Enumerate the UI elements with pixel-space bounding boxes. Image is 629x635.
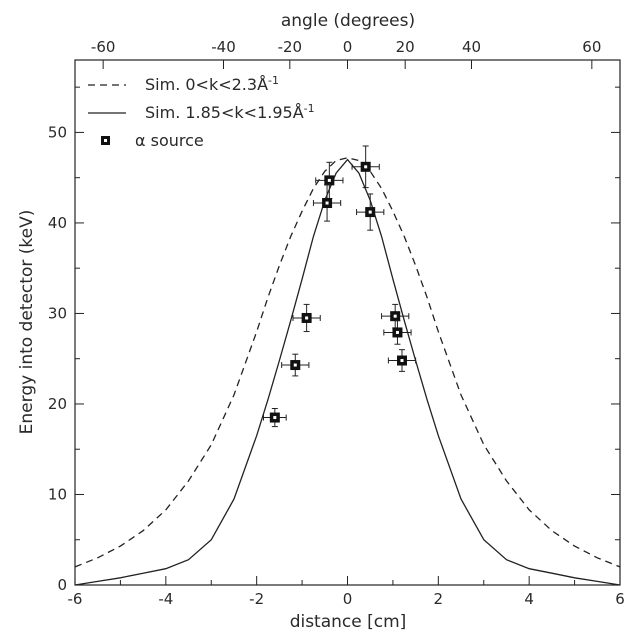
y-tick-label: 40 xyxy=(48,214,67,232)
marker-center xyxy=(293,363,297,367)
alpha-source-point xyxy=(292,303,321,333)
legend-label: α source xyxy=(135,131,204,150)
top-tick-label: 20 xyxy=(396,38,415,56)
top-tick-label: 0 xyxy=(343,38,353,56)
legend-swatch-marker-center xyxy=(104,139,107,142)
curves-layer xyxy=(74,157,621,586)
alpha-source-point xyxy=(312,184,342,222)
marker-center xyxy=(305,316,309,320)
x-axis-label: distance [cm] xyxy=(290,612,407,632)
alpha-source-point xyxy=(383,320,412,345)
legend-label: Sim. 0<k<2.3Å-1 xyxy=(145,74,279,95)
x-tick-label: -4 xyxy=(158,590,173,608)
y-tick-label: 50 xyxy=(48,123,67,141)
top-tick-label: -60 xyxy=(91,38,116,56)
y-tick-label: 30 xyxy=(48,304,67,322)
top-tick-label: 60 xyxy=(582,38,601,56)
series-line-broad-k xyxy=(74,157,621,568)
legend-item: Sim. 0<k<2.3Å-1 xyxy=(88,74,279,95)
marker-center xyxy=(325,201,329,205)
legend-label: Sim. 1.85<k<1.95Å-1 xyxy=(145,102,315,123)
marker-center xyxy=(395,330,399,334)
x-tick-label: 0 xyxy=(343,590,353,608)
y-axis-label: Energy into detector (keV) xyxy=(17,210,37,435)
y-tick-label: 10 xyxy=(48,485,67,503)
top-tick-label: -40 xyxy=(211,38,236,56)
alpha-source-point xyxy=(281,353,310,377)
legend-item: α source xyxy=(101,131,204,150)
alpha-source-point xyxy=(351,145,380,189)
x-tick-label: 4 xyxy=(524,590,534,608)
marker-center xyxy=(327,178,331,182)
points-layer xyxy=(262,145,417,428)
marker-center xyxy=(393,314,397,318)
top-tick-label: -20 xyxy=(278,38,303,56)
x-tick-label: 2 xyxy=(434,590,444,608)
y-tick-label: 20 xyxy=(48,395,67,413)
series-line-narrow-k xyxy=(74,158,621,586)
x-tick-label: 6 xyxy=(615,590,625,608)
marker-center xyxy=(400,359,404,363)
y-tick-label: 0 xyxy=(57,576,67,594)
alpha-source-point xyxy=(262,407,287,428)
legend: Sim. 0<k<2.3Å-1 Sim. 1.85<k<1.95Å-1 α sour… xyxy=(88,74,315,150)
marker-center xyxy=(368,210,372,214)
alpha-source-point xyxy=(381,303,410,329)
top-tick-label: 40 xyxy=(462,38,481,56)
marker-center xyxy=(364,165,368,169)
legend-item: Sim. 1.85<k<1.95Å-1 xyxy=(88,102,315,123)
alpha-source-point xyxy=(387,349,417,372)
alpha-source-point xyxy=(356,193,385,231)
x-tick-label: -6 xyxy=(68,590,83,608)
top-axis-label: angle (degrees) xyxy=(281,11,415,31)
x-tick-label: -2 xyxy=(249,590,264,608)
alpha-source-point xyxy=(315,161,344,199)
marker-center xyxy=(273,416,277,420)
